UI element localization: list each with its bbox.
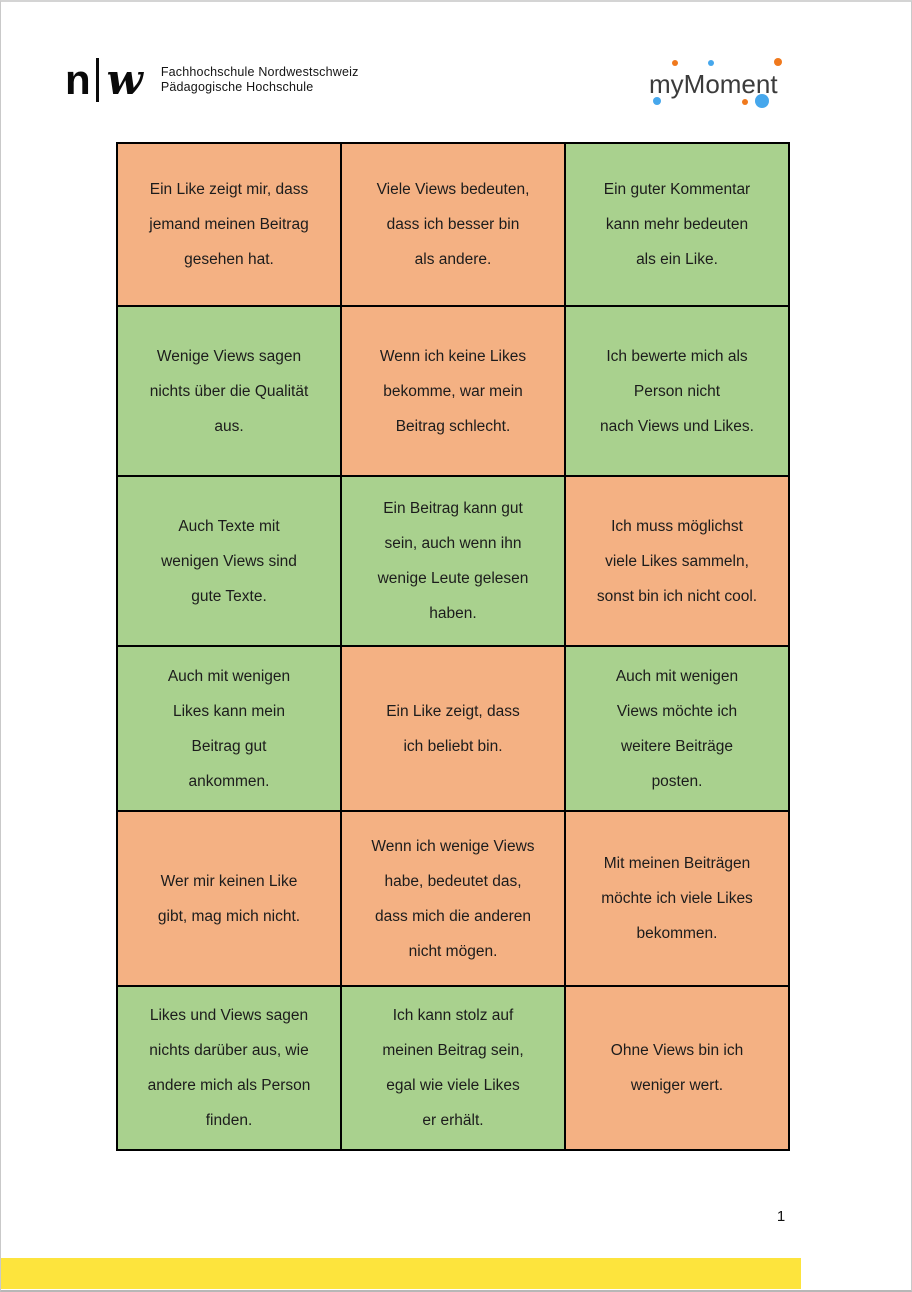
fhnw-logo-mark-n: n bbox=[65, 56, 91, 103]
statement-card: Ohne Views bin ich weniger wert. bbox=[564, 985, 790, 1151]
fhnw-name-line1: Fachhochschule Nordwestschweiz bbox=[160, 64, 359, 79]
statement-card: Mit meinen Beiträgen möchte ich viele Li… bbox=[564, 810, 790, 987]
statement-card: Ich kann stolz auf meinen Beitrag sein, … bbox=[340, 985, 566, 1151]
fhnw-logo: n w Fachhochschule Nordwestschweiz Pädag… bbox=[65, 58, 359, 102]
mymoment-logo: myMoment bbox=[649, 58, 809, 113]
statement-card: Auch mit wenigen Likes kann mein Beitrag… bbox=[116, 645, 342, 812]
statement-card: Wer mir keinen Like gibt, mag mich nicht… bbox=[116, 810, 342, 987]
statement-card: Wenige Views sagen nichts über die Quali… bbox=[116, 305, 342, 477]
fhnw-logo-text: Fachhochschule Nordwestschweiz Pädagogis… bbox=[161, 65, 359, 96]
table-row: Wer mir keinen Like gibt, mag mich nicht… bbox=[116, 810, 790, 987]
statement-card: Ein Beitrag kann gut sein, auch wenn ihn… bbox=[340, 475, 566, 647]
statement-card: Likes und Views sagen nichts darüber aus… bbox=[116, 985, 342, 1151]
statement-card: Ich muss möglichst viele Likes sammeln, … bbox=[564, 475, 790, 647]
statement-table: Ein Like zeigt mir, dass jemand meinen B… bbox=[116, 142, 790, 1151]
page-number: 1 bbox=[776, 1208, 786, 1225]
statement-card: Wenn ich keine Likes bekomme, war mein B… bbox=[340, 305, 566, 477]
statement-card: Auch mit wenigen Views möchte ich weiter… bbox=[564, 645, 790, 812]
table-row: Wenige Views sagen nichts über die Quali… bbox=[116, 305, 790, 477]
logo-dot-blue-top bbox=[708, 60, 714, 66]
fhnw-logo-divider bbox=[95, 58, 99, 102]
highlight-bar bbox=[1, 1258, 801, 1289]
fhnw-name-line2: Pädagogische Hochschule bbox=[160, 80, 314, 94]
statement-card: Ein guter Kommentar kann mehr bedeuten a… bbox=[564, 142, 790, 307]
statement-card: Ein Like zeigt mir, dass jemand meinen B… bbox=[116, 142, 342, 307]
statement-card: Viele Views bedeuten, dass ich besser bi… bbox=[340, 142, 566, 307]
table-row: Auch mit wenigen Likes kann mein Beitrag… bbox=[116, 645, 790, 812]
statement-card: Ich bewerte mich als Person nicht nach V… bbox=[564, 305, 790, 477]
logo-dot-blue-bottom-right bbox=[755, 94, 769, 108]
statement-card: Auch Texte mit wenigen Views sind gute T… bbox=[116, 475, 342, 647]
logo-dot-orange-top-left bbox=[672, 60, 678, 66]
mymoment-logo-text: myMoment bbox=[649, 69, 778, 99]
logo-dot-blue-bottom-left bbox=[653, 97, 661, 105]
fhnw-logo-mark-w: w bbox=[106, 55, 143, 104]
statement-card: Ein Like zeigt, dass ich beliebt bin. bbox=[340, 645, 566, 812]
table-row: Likes und Views sagen nichts darüber aus… bbox=[116, 985, 790, 1151]
table-row: Auch Texte mit wenigen Views sind gute T… bbox=[116, 475, 790, 647]
logo-dot-orange-top-right bbox=[774, 58, 782, 66]
table-row: Ein Like zeigt mir, dass jemand meinen B… bbox=[116, 142, 790, 307]
statement-card: Wenn ich wenige Views habe, bedeutet das… bbox=[340, 810, 566, 987]
logo-dot-orange-bottom bbox=[742, 99, 748, 105]
